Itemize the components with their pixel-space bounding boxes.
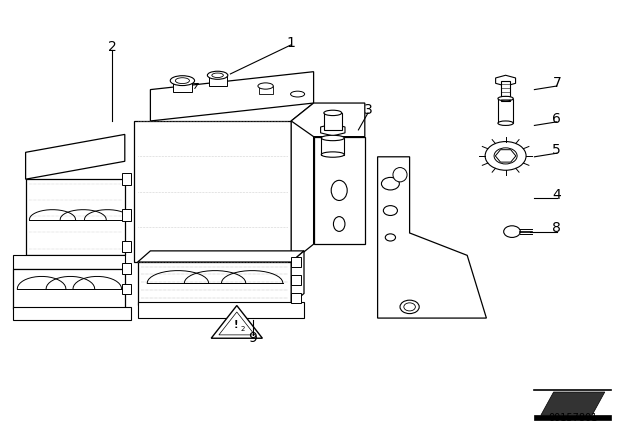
- Ellipse shape: [498, 121, 513, 125]
- Text: 2: 2: [241, 326, 245, 332]
- Polygon shape: [501, 81, 510, 101]
- Polygon shape: [211, 306, 262, 338]
- Polygon shape: [26, 179, 125, 255]
- Circle shape: [504, 226, 520, 237]
- Ellipse shape: [400, 300, 419, 314]
- Polygon shape: [324, 113, 342, 130]
- Circle shape: [494, 148, 517, 164]
- Ellipse shape: [383, 206, 397, 215]
- Polygon shape: [291, 257, 301, 267]
- Ellipse shape: [175, 78, 189, 83]
- Ellipse shape: [258, 83, 273, 89]
- Polygon shape: [122, 241, 131, 252]
- Ellipse shape: [385, 234, 396, 241]
- Polygon shape: [13, 255, 125, 269]
- Polygon shape: [122, 263, 131, 274]
- Text: !: !: [233, 320, 238, 330]
- Ellipse shape: [207, 71, 228, 79]
- Text: 1: 1: [287, 35, 296, 50]
- Polygon shape: [26, 134, 125, 179]
- Polygon shape: [122, 209, 131, 221]
- Polygon shape: [122, 173, 131, 185]
- Polygon shape: [138, 251, 304, 262]
- Polygon shape: [138, 262, 291, 305]
- Polygon shape: [291, 293, 301, 303]
- Ellipse shape: [291, 91, 305, 97]
- Polygon shape: [259, 86, 273, 94]
- Ellipse shape: [212, 73, 223, 78]
- Ellipse shape: [321, 135, 344, 141]
- Ellipse shape: [170, 76, 195, 86]
- Text: 9: 9: [248, 331, 257, 345]
- Polygon shape: [291, 251, 304, 305]
- Ellipse shape: [324, 110, 342, 116]
- Polygon shape: [150, 72, 314, 121]
- Text: 7: 7: [552, 76, 561, 90]
- Ellipse shape: [332, 180, 348, 201]
- Text: 3: 3: [364, 103, 372, 117]
- Polygon shape: [13, 269, 125, 309]
- Polygon shape: [534, 415, 611, 420]
- Polygon shape: [541, 392, 605, 415]
- Polygon shape: [134, 121, 291, 262]
- Polygon shape: [138, 302, 304, 318]
- Text: 00157801: 00157801: [548, 414, 597, 423]
- Polygon shape: [498, 99, 513, 123]
- Polygon shape: [291, 103, 314, 262]
- Polygon shape: [291, 275, 301, 285]
- Text: 4: 4: [552, 188, 561, 202]
- Ellipse shape: [404, 303, 415, 311]
- Polygon shape: [495, 150, 516, 162]
- Text: 2: 2: [108, 40, 116, 54]
- Text: 8: 8: [552, 221, 561, 236]
- Polygon shape: [291, 103, 365, 137]
- Polygon shape: [314, 137, 365, 244]
- Polygon shape: [321, 124, 345, 136]
- Ellipse shape: [498, 96, 513, 101]
- Polygon shape: [378, 157, 486, 318]
- Polygon shape: [122, 284, 131, 294]
- Ellipse shape: [333, 216, 345, 231]
- Polygon shape: [13, 307, 131, 320]
- Text: 6: 6: [552, 112, 561, 126]
- Ellipse shape: [381, 177, 399, 190]
- Polygon shape: [209, 75, 227, 86]
- Polygon shape: [495, 75, 516, 86]
- Ellipse shape: [321, 152, 344, 157]
- Text: 5: 5: [552, 143, 561, 157]
- Polygon shape: [173, 81, 192, 92]
- Polygon shape: [321, 138, 344, 155]
- Ellipse shape: [393, 168, 407, 182]
- Polygon shape: [219, 312, 255, 335]
- Circle shape: [485, 142, 526, 170]
